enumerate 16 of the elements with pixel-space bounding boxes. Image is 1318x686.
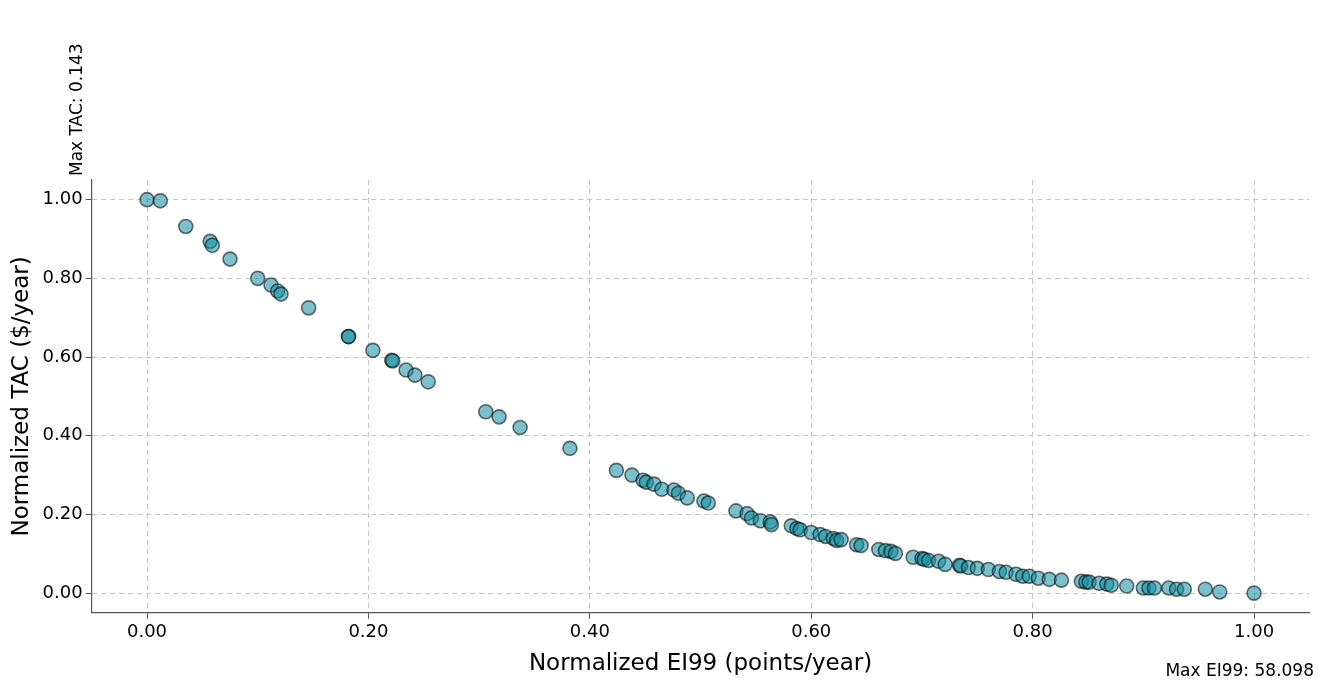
x-tick-label: 0.40 [569,620,610,642]
y-tick-label: 0.60 [42,344,83,366]
x-tick-label: 0.80 [1012,620,1053,642]
y-tick-label: 0.40 [42,423,83,445]
y-tick-label: 1.00 [42,187,83,209]
x-tick-label: 1.00 [1234,620,1275,642]
y-tick-label: 0.80 [42,266,83,288]
x-tick-label: 0.20 [348,620,389,642]
y-tick-label: 0.00 [42,580,83,602]
text: Max TAC: 0.143 [65,43,86,176]
x-tick-label: 0.60 [791,620,832,642]
text: Max EI99: 58.098 [1165,659,1314,680]
x-axis-title: Normalized EI99 (points/year) [528,649,873,676]
y-tick-label: 0.20 [42,502,83,524]
x-tick-label: 0.00 [126,620,168,642]
y-axis-title: Normalized TAC ($/year) [6,256,33,537]
